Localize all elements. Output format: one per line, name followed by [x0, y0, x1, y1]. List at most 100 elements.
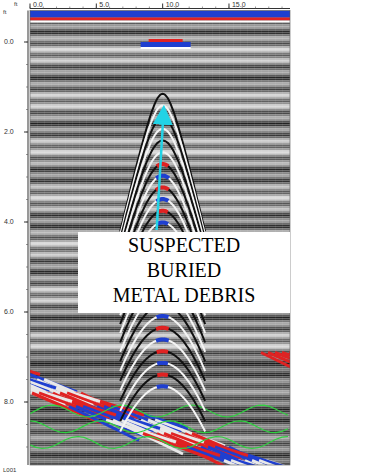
- y-tick: [24, 402, 28, 403]
- hyperbola-arc: [120, 363, 205, 411]
- x-minor-tick: [96, 7, 97, 9]
- background-band: [30, 55, 290, 57]
- background-band: [30, 63, 290, 65]
- y-tick: [24, 312, 28, 313]
- background-band: [30, 91, 290, 93]
- background-band: [30, 355, 290, 357]
- background-band: [30, 335, 290, 337]
- deep-reflection: [224, 461, 290, 466]
- hyperbola-arc: [120, 339, 205, 390]
- x-minor-tick: [69, 7, 70, 9]
- background-band: [30, 347, 290, 349]
- background-band: [30, 369, 290, 371]
- background-band: [30, 83, 290, 85]
- y-minor-tick: [26, 312, 28, 313]
- background-band: [30, 125, 290, 127]
- background-band: [30, 199, 290, 201]
- background-band: [30, 341, 290, 343]
- y-tick-label: 8.0: [4, 398, 14, 405]
- background-band: [30, 229, 290, 231]
- y-minor-tick: [26, 447, 28, 448]
- background-band: [30, 203, 290, 205]
- y-minor-tick: [26, 289, 28, 290]
- background-band: [30, 375, 290, 377]
- y-tick: [24, 42, 28, 43]
- background-band: [30, 223, 290, 225]
- hyperbola-core: [157, 316, 169, 317]
- background-band: [30, 89, 290, 91]
- background-band: [30, 145, 290, 147]
- background-band: [30, 149, 290, 151]
- surface-disturbance: [141, 42, 191, 47]
- background-band: [30, 69, 290, 71]
- hyperbola-core: [157, 373, 168, 378]
- background-band: [30, 115, 290, 117]
- background-band: [30, 351, 290, 353]
- background-band: [30, 385, 290, 387]
- x-tick: [30, 4, 31, 9]
- background-band: [30, 33, 290, 35]
- x-minor-tick: [162, 7, 163, 9]
- hyperbola-core: [157, 361, 168, 366]
- background-band: [30, 413, 290, 415]
- background-band: [30, 147, 290, 149]
- surface-disturbance: [141, 47, 191, 49]
- y-minor-tick: [26, 154, 28, 155]
- x-minor-tick: [122, 7, 123, 9]
- x-minor-tick: [282, 7, 283, 9]
- background-band: [30, 85, 290, 87]
- x-minor-tick: [30, 7, 31, 9]
- hyperbola-core: [157, 164, 168, 166]
- background-band: [30, 21, 290, 23]
- background-band: [30, 195, 290, 197]
- background-band: [30, 99, 290, 101]
- deep-reflection: [231, 461, 290, 466]
- background-band: [30, 37, 290, 39]
- background-band: [30, 343, 290, 345]
- hyperbola-arc: [120, 386, 205, 431]
- background-band: [30, 453, 290, 455]
- x-axis-label: ft: [14, 1, 18, 7]
- background-band: [30, 97, 290, 99]
- background-band: [30, 127, 290, 129]
- hyperbola-arc: [120, 375, 205, 422]
- background-band: [30, 319, 290, 321]
- background-band: [30, 205, 290, 207]
- x-minor-tick: [202, 7, 203, 9]
- annotation-text: BURIED: [147, 259, 221, 281]
- background-band: [30, 217, 290, 219]
- radargram-figure: 0.05.010.015.00.02.04.06.08.0ftftSUSPECT…: [0, 0, 383, 475]
- deep-reflection: [187, 447, 257, 465]
- hyperbola-core: [156, 340, 169, 341]
- background-band: [30, 215, 290, 217]
- background-band: [30, 123, 290, 125]
- background-band: [30, 317, 290, 319]
- x-axis-line: [30, 8, 290, 9]
- deep-reflection: [30, 353, 40, 375]
- hyperbola-core: [157, 351, 168, 352]
- x-minor-tick: [255, 7, 256, 9]
- deep-trace: [30, 405, 288, 417]
- x-minor-tick: [149, 7, 150, 9]
- plot-frame: [30, 11, 290, 466]
- y-minor-tick: [26, 267, 28, 268]
- annotation-arrow: [157, 110, 164, 230]
- background-band: [30, 79, 290, 81]
- y-minor-tick: [26, 87, 28, 88]
- background-band: [30, 113, 290, 115]
- y-axis-line: [28, 11, 29, 466]
- background-band: [30, 327, 290, 329]
- y-minor-tick: [26, 244, 28, 245]
- background-band: [30, 143, 290, 145]
- surface-band: [30, 18, 290, 21]
- x-minor-tick: [189, 7, 190, 9]
- x-minor-tick: [175, 7, 176, 9]
- x-tick-label: 15.0: [232, 1, 246, 8]
- background-band: [30, 339, 290, 341]
- y-minor-tick: [26, 402, 28, 403]
- x-minor-tick: [215, 7, 216, 9]
- y-tick: [24, 132, 28, 133]
- x-tick: [228, 4, 229, 9]
- background-band: [30, 77, 290, 79]
- background-band: [30, 379, 290, 381]
